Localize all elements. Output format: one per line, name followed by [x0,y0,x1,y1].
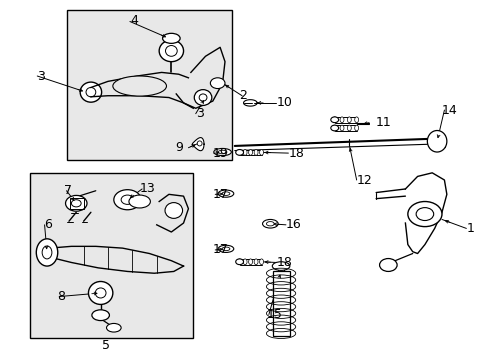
Text: 5: 5 [102,339,109,352]
Ellipse shape [36,239,58,266]
Ellipse shape [199,94,206,101]
Bar [66,10,232,160]
Ellipse shape [243,149,246,155]
Ellipse shape [332,117,336,123]
Ellipse shape [248,259,252,265]
Bar [70,198,83,209]
Ellipse shape [346,125,350,131]
Ellipse shape [213,148,231,156]
Ellipse shape [162,33,180,43]
Ellipse shape [243,259,246,265]
Ellipse shape [113,76,166,96]
Ellipse shape [330,125,338,131]
Ellipse shape [237,259,241,265]
Ellipse shape [266,222,274,226]
Polygon shape [405,173,446,253]
Ellipse shape [71,200,81,207]
Ellipse shape [65,195,87,211]
Text: 9: 9 [175,141,183,154]
Ellipse shape [235,149,243,155]
Text: 10: 10 [276,96,291,109]
Text: 8: 8 [57,290,64,303]
Ellipse shape [218,150,226,154]
Ellipse shape [218,245,233,252]
Text: 15: 15 [266,308,282,321]
Ellipse shape [354,117,358,123]
Ellipse shape [106,323,121,332]
Ellipse shape [262,220,278,228]
Ellipse shape [330,117,338,123]
Ellipse shape [86,87,96,97]
Ellipse shape [259,149,263,155]
Ellipse shape [272,262,289,270]
Ellipse shape [254,259,258,265]
Ellipse shape [121,195,134,204]
Text: 3: 3 [195,107,203,120]
Ellipse shape [346,117,350,123]
Ellipse shape [164,203,182,219]
Ellipse shape [354,125,358,131]
Text: 16: 16 [285,218,301,231]
Text: 17: 17 [212,243,228,256]
Text: 18: 18 [276,256,291,269]
Ellipse shape [88,282,113,305]
Polygon shape [192,138,203,151]
Ellipse shape [129,195,150,208]
Ellipse shape [259,259,263,265]
Text: 13: 13 [140,183,155,195]
Ellipse shape [339,125,343,131]
Polygon shape [243,100,257,106]
Ellipse shape [218,190,233,197]
Ellipse shape [42,246,52,259]
Bar [30,173,193,338]
Ellipse shape [210,78,224,89]
Ellipse shape [197,141,202,146]
Ellipse shape [407,202,441,226]
Ellipse shape [194,90,211,105]
Ellipse shape [222,247,229,251]
Text: 3: 3 [37,69,45,82]
Ellipse shape [379,258,396,271]
Ellipse shape [339,117,343,123]
Ellipse shape [254,149,258,155]
Text: 2: 2 [239,89,247,102]
Text: 11: 11 [375,116,391,129]
Ellipse shape [248,149,252,155]
Text: 19: 19 [212,147,228,159]
Ellipse shape [235,259,243,265]
Ellipse shape [222,192,229,195]
Ellipse shape [159,40,183,62]
Ellipse shape [332,125,336,131]
Ellipse shape [80,82,102,102]
Text: 17: 17 [212,188,228,201]
Text: 1: 1 [466,222,473,235]
Ellipse shape [114,190,141,210]
Ellipse shape [92,310,109,320]
Text: 12: 12 [356,174,372,186]
Ellipse shape [415,208,433,221]
Text: 6: 6 [44,218,52,231]
Ellipse shape [165,45,177,56]
Text: 7: 7 [64,184,72,197]
Text: 4: 4 [130,14,138,27]
Ellipse shape [95,288,106,298]
Ellipse shape [237,149,241,155]
Bar [272,271,289,336]
Text: 18: 18 [288,147,304,159]
Ellipse shape [427,131,446,152]
Text: 14: 14 [441,104,457,117]
